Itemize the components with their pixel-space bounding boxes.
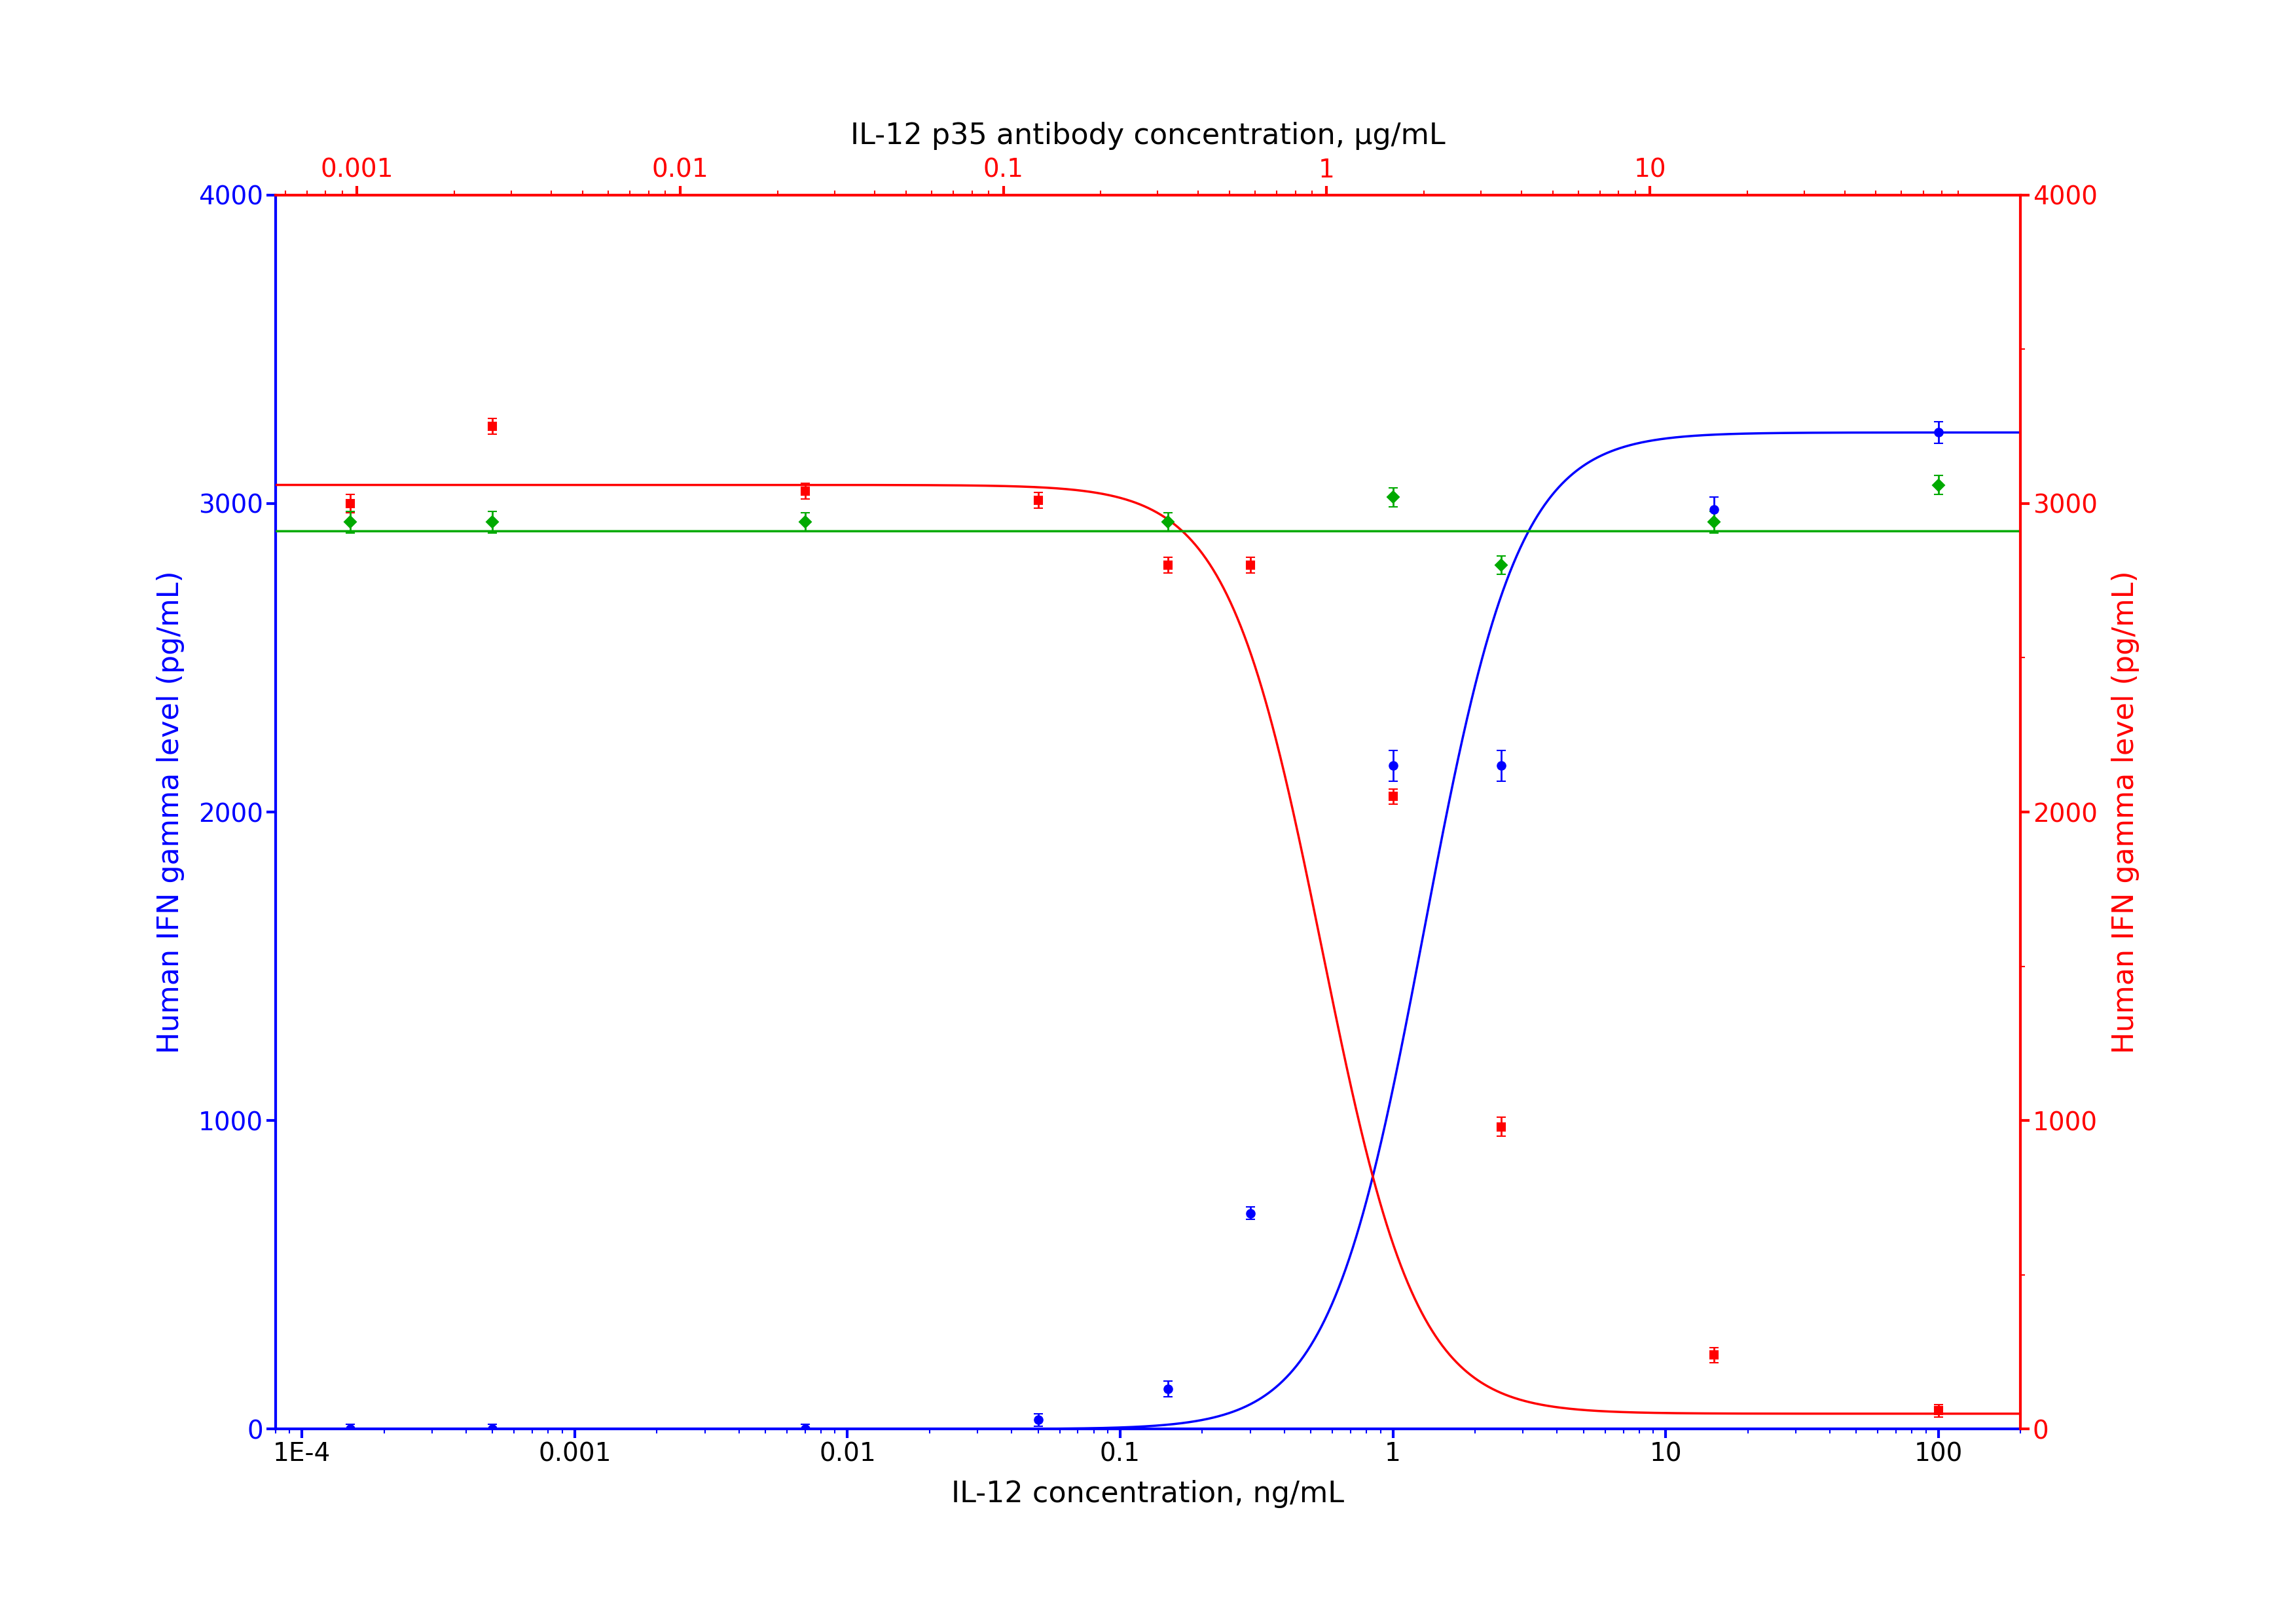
X-axis label: IL-12 p35 antibody concentration, μg/mL: IL-12 p35 antibody concentration, μg/mL [850,122,1446,149]
X-axis label: IL-12 concentration, ng/mL: IL-12 concentration, ng/mL [951,1479,1345,1509]
Y-axis label: Human IFN gamma level (pg/mL): Human IFN gamma level (pg/mL) [2112,570,2140,1054]
Y-axis label: Human IFN gamma level (pg/mL): Human IFN gamma level (pg/mL) [156,570,184,1054]
